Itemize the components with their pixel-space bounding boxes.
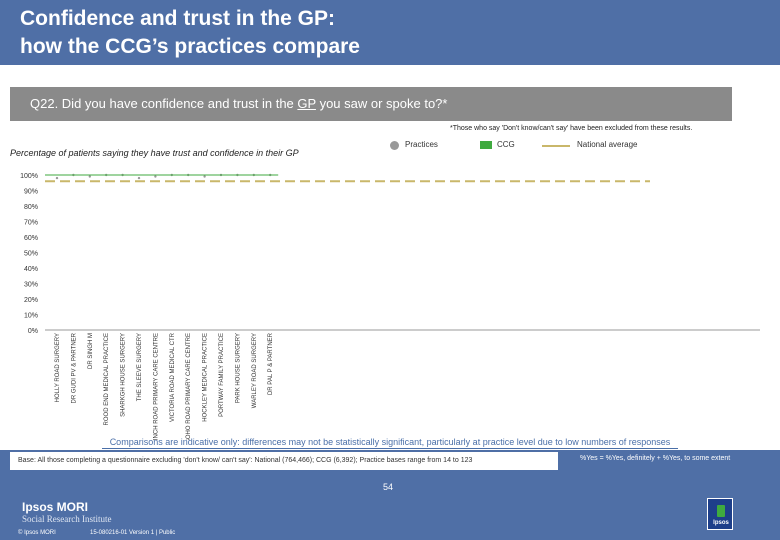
base-text: Base: All those completing a questionnai… <box>18 457 473 464</box>
y-tick-label: 10% <box>24 313 38 320</box>
footer-bar: Base: All those completing a questionnai… <box>0 450 780 540</box>
header-bar: Confidence and trust in the GP: how the … <box>0 0 780 65</box>
question-underlined: GP <box>297 96 316 111</box>
x-category-label: DR PAL P & PARTNER <box>268 332 274 395</box>
y-tick-label: 80% <box>24 204 38 211</box>
y-tick-label: 100% <box>20 173 38 180</box>
yes-definition: %Yes = %Yes, definitely + %Yes, to some … <box>580 455 731 462</box>
question-text: Q22. Did you have confidence and trust i… <box>30 96 447 111</box>
y-tick-label: 40% <box>24 266 38 273</box>
practice-point <box>203 175 206 178</box>
y-tick-label: 0% <box>28 328 38 335</box>
page-number: 54 <box>383 482 394 492</box>
x-category-label: PORTWAY FAMILY PRACTICE <box>219 333 225 417</box>
x-category-label: WARLEY ROAD SURGERY <box>252 333 258 408</box>
legend-practices-label: Practices <box>405 140 438 149</box>
x-category-label: DR GUDI PV & PARTNER <box>71 332 77 403</box>
x-category-label: SOHO ROAD PRIMARY CARE CENTRE <box>186 333 192 440</box>
x-category-label: DR SINGH M <box>88 333 94 369</box>
practice-point <box>154 175 157 178</box>
x-category-label: ROOD END MEDICAL PRACTICE <box>104 333 110 425</box>
practice-point <box>55 176 59 180</box>
y-axis-caption: Percentage of patients saying they have … <box>10 148 299 158</box>
ipsos-mori-logo-text: Ipsos MORI <box>22 500 89 514</box>
question-prefix: Q22. Did you have confidence and trust i… <box>30 96 298 111</box>
x-category-label: HOLLY ROAD SURGERY <box>55 333 61 402</box>
y-tick-label: 60% <box>24 235 38 242</box>
version-text: 15-080216-01 Version 1 | Public <box>90 530 176 536</box>
practices-swatch <box>390 141 399 150</box>
y-tick-label: 30% <box>24 282 38 289</box>
ipsos-logo-word: Ipsos <box>713 520 729 526</box>
exclusion-footnote: *Those who say 'Don't know/can't say' ha… <box>450 125 693 132</box>
practice-point <box>88 175 92 178</box>
base-box: Base: All those completing a questionnai… <box>10 452 558 470</box>
page-title-line2: how the CCG’s practices compare <box>20 35 360 58</box>
x-category-label: FINCH ROAD PRIMARY CARE CENTRE <box>153 333 159 440</box>
x-category-label: THE SLEEVE SURGERY <box>137 333 143 401</box>
question-suffix: you saw or spoke to?* <box>315 96 448 111</box>
y-tick-label: 70% <box>24 220 38 227</box>
chart-area: 0% 10% 20% 30% 40% 50% 60% 70% 80% 90% 100% HOLLY R… <box>20 173 760 440</box>
legend-ccg-label: CCG <box>497 140 515 149</box>
y-tick-label: 50% <box>24 251 38 258</box>
ccg-swatch <box>480 141 492 149</box>
comparison-note-text: Comparisons are indicative only: differe… <box>101 437 679 449</box>
x-category-label: PARK HOUSE SURGERY <box>235 333 241 403</box>
legend-national-label: National average <box>577 140 638 149</box>
copyright-text: © Ipsos MORI <box>18 530 56 536</box>
social-research-logo-text: Social Research Institute <box>22 514 112 524</box>
national-swatch <box>542 145 570 147</box>
page-title-line1: Confidence and trust in the GP: <box>20 7 336 30</box>
y-tick-label: 90% <box>24 189 38 196</box>
y-tick-label: 20% <box>24 297 38 304</box>
ipsos-logo-icon: Ipsos <box>707 498 733 530</box>
comparison-note: Comparisons are indicative only: differe… <box>0 437 780 449</box>
x-category-label: HOCKLEY MEDICAL PRACTICE <box>203 333 209 422</box>
question-bar: Q22. Did you have confidence and trust i… <box>10 87 732 121</box>
ipsos-logo-mark <box>717 505 725 517</box>
practice-point <box>137 176 141 180</box>
x-category-label: SHARKGH HOUSE SURGERY <box>121 333 127 417</box>
x-category-label: VICTORIA ROAD MEDICAL CTR <box>170 332 176 422</box>
